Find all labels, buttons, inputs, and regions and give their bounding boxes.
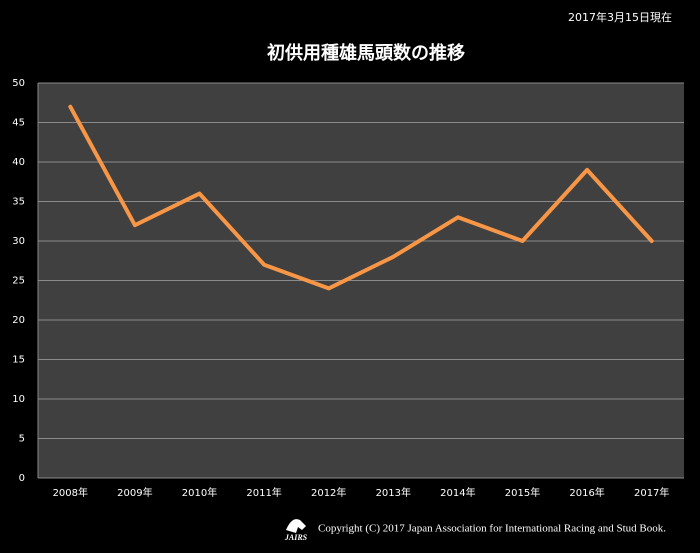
y-tick-label: 15 bbox=[12, 355, 25, 366]
logo-text: JAIRS bbox=[284, 533, 308, 542]
logo-horse bbox=[286, 519, 306, 533]
x-tick-label: 2017年 bbox=[634, 486, 669, 499]
chart-title: 初供用種雄馬頭数の推移 bbox=[267, 42, 465, 64]
x-tick-label: 2008年 bbox=[53, 486, 88, 499]
x-tick-label: 2011年 bbox=[246, 486, 281, 499]
x-tick-label: 2012年 bbox=[311, 486, 346, 499]
x-tick-label: 2015年 bbox=[505, 486, 540, 499]
data-line bbox=[68, 104, 654, 291]
x-tick-label: 2014年 bbox=[440, 486, 475, 499]
y-tick-label: 25 bbox=[12, 276, 25, 287]
date-note: 2017年3月15日現在 bbox=[568, 10, 672, 24]
logo: JAIRS bbox=[284, 519, 308, 542]
x-tick-label: 2016年 bbox=[569, 486, 604, 499]
y-tick-label: 5 bbox=[19, 434, 25, 445]
y-tick-label: 40 bbox=[12, 157, 25, 168]
copyright: Copyright (C) 2017 Japan Association for… bbox=[318, 523, 666, 535]
x-tick-label: 2013年 bbox=[376, 486, 411, 499]
x-tick-label: 2009年 bbox=[117, 486, 152, 499]
y-tick-label: 50 bbox=[12, 78, 25, 89]
y-tick-label: 20 bbox=[12, 315, 25, 326]
y-tick-label: 35 bbox=[12, 197, 25, 208]
y-tick-label: 45 bbox=[12, 118, 25, 129]
y-tick-label: 0 bbox=[19, 473, 25, 484]
y-tick-label: 30 bbox=[12, 236, 25, 247]
y-tick-label: 10 bbox=[12, 394, 25, 405]
x-tick-label: 2010年 bbox=[182, 486, 217, 499]
